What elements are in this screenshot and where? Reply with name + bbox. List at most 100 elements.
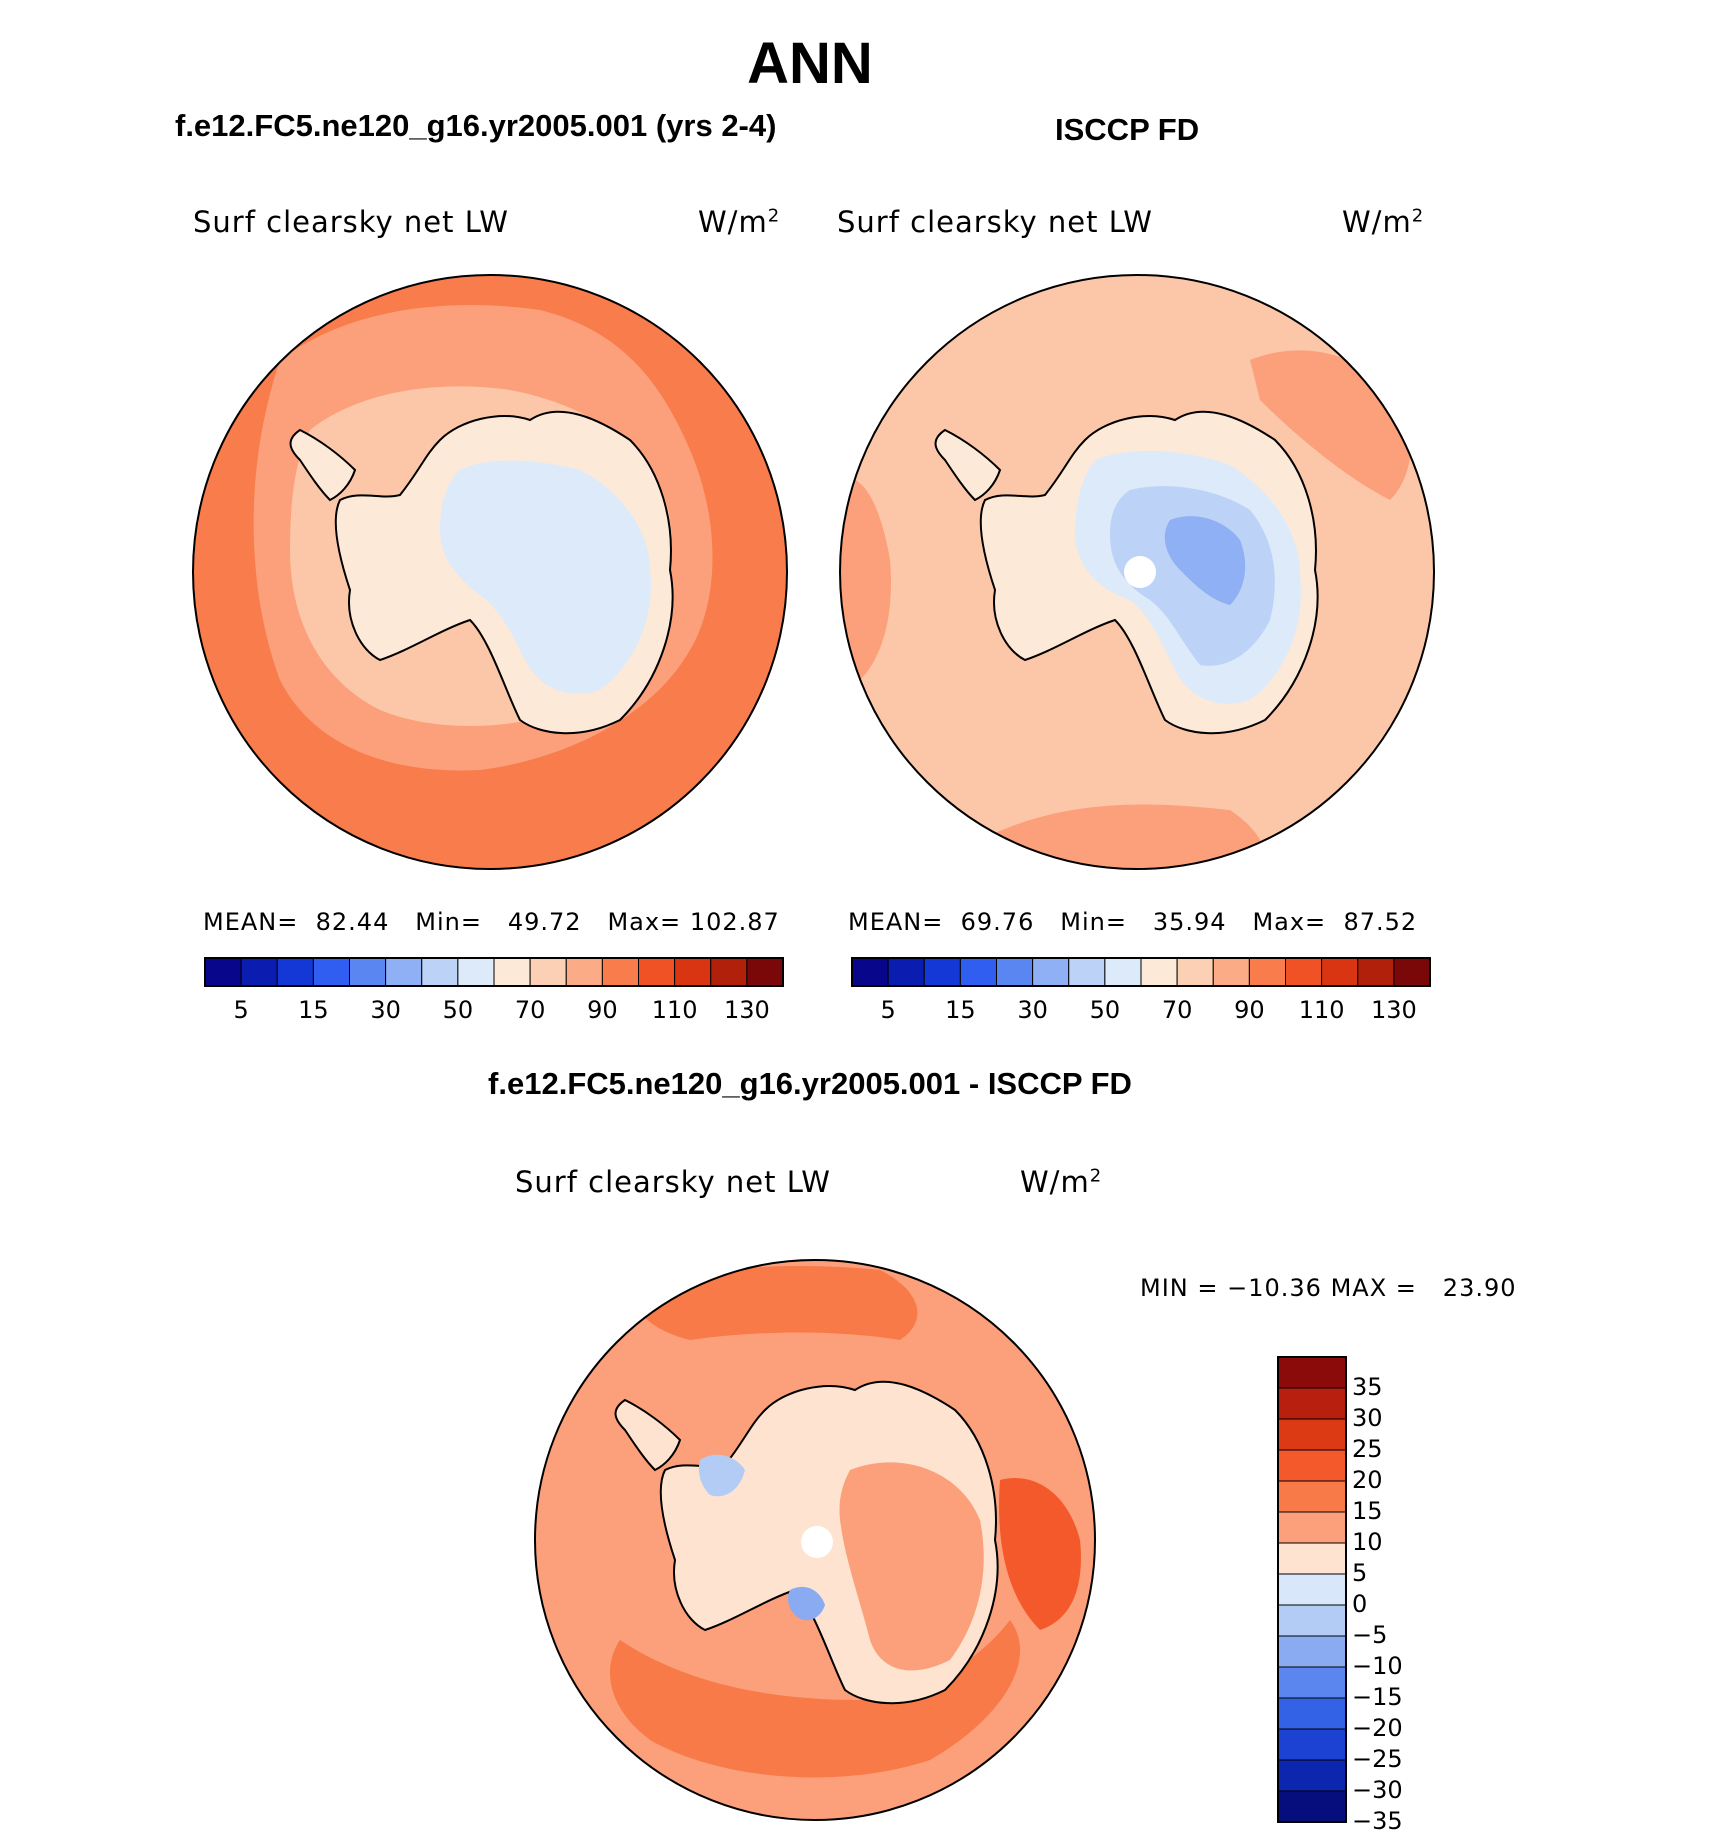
colorbar-left-swatch (493, 957, 531, 987)
diff-panel-title: f.e12.FC5.ne120_g16.yr2005.001 - ISCCP F… (488, 1066, 1132, 1101)
colorbar-left-swatch (204, 957, 242, 987)
colorbar-diff-tick-label: −15 (1352, 1683, 1403, 1711)
colorbar-diff (1277, 1356, 1347, 1823)
colorbar-diff-tick-label: 10 (1352, 1528, 1383, 1556)
colorbar-diff-tick-label: 35 (1352, 1373, 1383, 1401)
colorbar-diff-swatch (1277, 1542, 1347, 1575)
map-left-interior (440, 460, 651, 694)
colorbar-diff-tick-label: −5 (1352, 1621, 1388, 1649)
map-right-patch-w (840, 478, 891, 680)
map-right-interior-blue2 (1164, 516, 1246, 605)
colorbar-right-swatch (1068, 957, 1106, 987)
colorbar-right-swatch (1393, 957, 1431, 987)
main-title: ANN (747, 31, 873, 96)
panel-left-title: f.e12.FC5.ne120_g16.yr2005.001 (yrs 2-4) (175, 108, 777, 143)
colorbar-right-tick-label: 15 (945, 996, 976, 1024)
panel-left-label: Surf clearsky net LW (193, 205, 509, 239)
colorbar-right-border (851, 957, 1431, 987)
map-diff-red-s (610, 1620, 1021, 1778)
map-left-peninsula (289, 428, 357, 502)
colorbar-diff-tick-label: −10 (1352, 1652, 1403, 1680)
colorbar-diff-swatch (1277, 1356, 1347, 1389)
colorbar-left-tick-label: 130 (723, 996, 770, 1024)
colorbar-right-swatch (1140, 957, 1178, 987)
map-diff-red-e (999, 1478, 1081, 1630)
panel-right-stats: MEAN= 69.76 Min= 35.94 Max= 87.52 (848, 908, 1418, 936)
diff-panel-stats: MIN = −10.36 MAX = 23.90 (1140, 1274, 1517, 1302)
colorbar-diff-tick-label: 25 (1352, 1435, 1383, 1463)
map-diff-continent-red (839, 1462, 984, 1671)
map-left-frame (192, 274, 788, 870)
colorbar-left-swatch (276, 957, 314, 987)
colorbar-diff-swatch (1277, 1697, 1347, 1730)
colorbar-diff-tick-label: −30 (1352, 1776, 1403, 1804)
colorbar-right-swatch (1212, 957, 1250, 987)
colorbar-left-swatch (312, 957, 350, 987)
colorbar-right-swatch (959, 957, 997, 987)
colorbar-diff-swatch (1277, 1635, 1347, 1668)
map-diff-blue-patch2 (787, 1586, 825, 1621)
colorbar-right (851, 957, 1431, 987)
colorbar-right-tick-label: 5 (880, 996, 896, 1024)
map-right-frame (839, 274, 1435, 870)
colorbar-left-tick-label: 5 (233, 996, 249, 1024)
colorbar-right-swatch (1357, 957, 1395, 987)
colorbar-left-swatch (457, 957, 495, 987)
colorbar-right-swatch (1248, 957, 1286, 987)
colorbar-left-swatch (565, 957, 603, 987)
colorbar-right-swatch (887, 957, 925, 987)
map-diff-frame (534, 1259, 1096, 1821)
colorbar-diff-tick-label: 15 (1352, 1497, 1383, 1525)
colorbar-left-swatch (674, 957, 712, 987)
colorbar-right-swatch (923, 957, 961, 987)
colorbar-right-swatch (996, 957, 1034, 987)
colorbar-left-swatch (638, 957, 676, 987)
colorbar-right-swatch (1104, 957, 1142, 987)
colorbar-right-swatch (851, 957, 889, 987)
colorbar-left-swatch (385, 957, 423, 987)
colorbar-diff-tick-label: −35 (1352, 1807, 1403, 1835)
colorbar-left-tick-label: 110 (651, 996, 698, 1024)
colorbar-right-tick-label: 30 (1017, 996, 1048, 1024)
colorbar-left-tick-label: 90 (587, 996, 618, 1024)
colorbar-diff-tick-label: −20 (1352, 1714, 1403, 1742)
panel-right-units: W/m2 (1342, 205, 1425, 239)
colorbar-left-tick-label: 70 (514, 996, 546, 1024)
colorbar-diff-swatch (1277, 1449, 1347, 1482)
colorbar-left-swatch (710, 957, 748, 987)
colorbar-right-tick-label: 110 (1298, 996, 1345, 1024)
colorbar-diff-swatch (1277, 1604, 1347, 1637)
colorbar-right-swatch (1032, 957, 1070, 987)
colorbar-left (204, 957, 784, 987)
colorbar-right-tick-label: 50 (1089, 996, 1121, 1024)
map-right-peninsula (934, 428, 1002, 502)
panel-right-title: ISCCP FD (1055, 112, 1200, 147)
colorbar-left-swatch (601, 957, 639, 987)
colorbar-diff-swatch (1277, 1759, 1347, 1792)
colorbar-diff-swatch (1277, 1480, 1347, 1513)
colorbar-diff-swatch (1277, 1666, 1347, 1699)
map-diff-pole-mask (801, 1526, 833, 1558)
colorbar-diff-tick-label: −25 (1352, 1745, 1403, 1773)
colorbar-left-tick-label: 50 (442, 996, 474, 1024)
colorbar-right-tick-label: 90 (1234, 996, 1265, 1024)
colorbar-diff-swatch (1277, 1418, 1347, 1451)
colorbar-diff-tick-label: 20 (1352, 1466, 1383, 1494)
colorbar-left-tick-label: 15 (298, 996, 329, 1024)
colorbar-left-border (204, 957, 784, 987)
colorbar-right-swatch (1176, 957, 1214, 987)
colorbar-left-tick-label: 30 (370, 996, 401, 1024)
colorbar-diff-tick-label: 30 (1352, 1404, 1383, 1432)
colorbar-right-tick-label: 130 (1370, 996, 1417, 1024)
panel-right-label: Surf clearsky net LW (837, 205, 1153, 239)
colorbar-diff-swatch (1277, 1573, 1347, 1606)
colorbar-diff-swatch (1277, 1387, 1347, 1420)
colorbar-left-swatch (349, 957, 387, 987)
diff-panel-label: Surf clearsky net LW (515, 1165, 831, 1199)
colorbar-diff-swatch (1277, 1511, 1347, 1544)
colorbar-diff-swatch (1277, 1790, 1347, 1823)
colorbar-diff-border (1277, 1356, 1347, 1823)
colorbar-left-swatch (421, 957, 459, 987)
panel-left-units: W/m2 (698, 205, 781, 239)
